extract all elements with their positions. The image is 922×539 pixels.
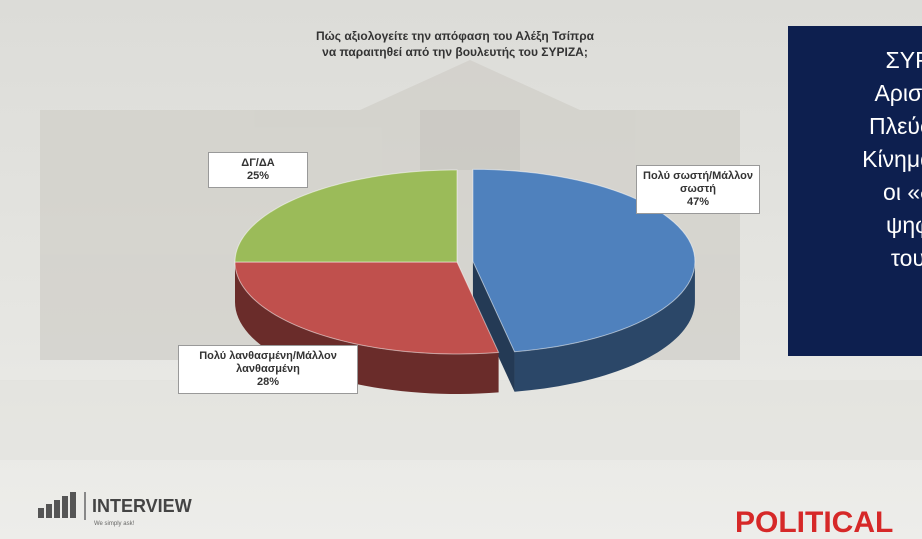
value-label: 47% bbox=[686, 196, 710, 208]
category-label: ΔΓ/ΔΑ bbox=[241, 157, 275, 169]
panel-line: του bbox=[890, 245, 922, 271]
category-label: Πολύ λανθασμένη/Μάλλον λανθασμένη bbox=[199, 350, 337, 375]
data-label: Πολύ λανθασμένη/Μάλλον λανθασμένη 28% bbox=[178, 345, 358, 394]
pie-slice bbox=[234, 169, 458, 263]
news-panel: ΣΥΡ Αριστε Πλεύση Κίνημα Δ οι «δ ψηφ του bbox=[788, 26, 922, 356]
slice-top bbox=[472, 168, 696, 353]
slice-side bbox=[514, 261, 695, 392]
interview-logo: INTERVIEW We simply ask! bbox=[38, 492, 192, 527]
chart-subtitle: να παραιτηθεί από την βουλευτής του ΣΥΡΙ… bbox=[322, 45, 588, 59]
data-label: Πολύ σωστή/Μάλλον σωστή 47% bbox=[636, 165, 760, 214]
category-label: Πολύ σωστή/Μάλλον σωστή bbox=[643, 170, 753, 195]
value-label: 25% bbox=[246, 170, 270, 182]
panel-line: Αριστε bbox=[874, 80, 922, 106]
interview-logo-text: INTERVIEW bbox=[92, 496, 192, 516]
panel-line: Κίνημα Δ bbox=[862, 146, 922, 172]
slice-top bbox=[234, 261, 500, 355]
slice-cut bbox=[472, 261, 515, 392]
panel-line: ΣΥΡ bbox=[885, 47, 922, 73]
political-logo: POLITICAL bbox=[735, 506, 893, 539]
pie-slice bbox=[472, 168, 696, 392]
value-label: 28% bbox=[256, 376, 280, 388]
interview-slogan: We simply ask! bbox=[94, 521, 135, 527]
panel-line: ψηφ bbox=[885, 212, 922, 238]
panel-line: οι «δ bbox=[883, 179, 922, 205]
chart-title: Πώς αξιολογείτε την απόφαση του Αλέξη Τσ… bbox=[316, 29, 595, 43]
background-building bbox=[0, 60, 922, 460]
slice-top bbox=[234, 169, 458, 263]
data-label: ΔΓ/ΔΑ 25% bbox=[208, 152, 308, 188]
panel-line: Πλεύση bbox=[869, 113, 922, 139]
